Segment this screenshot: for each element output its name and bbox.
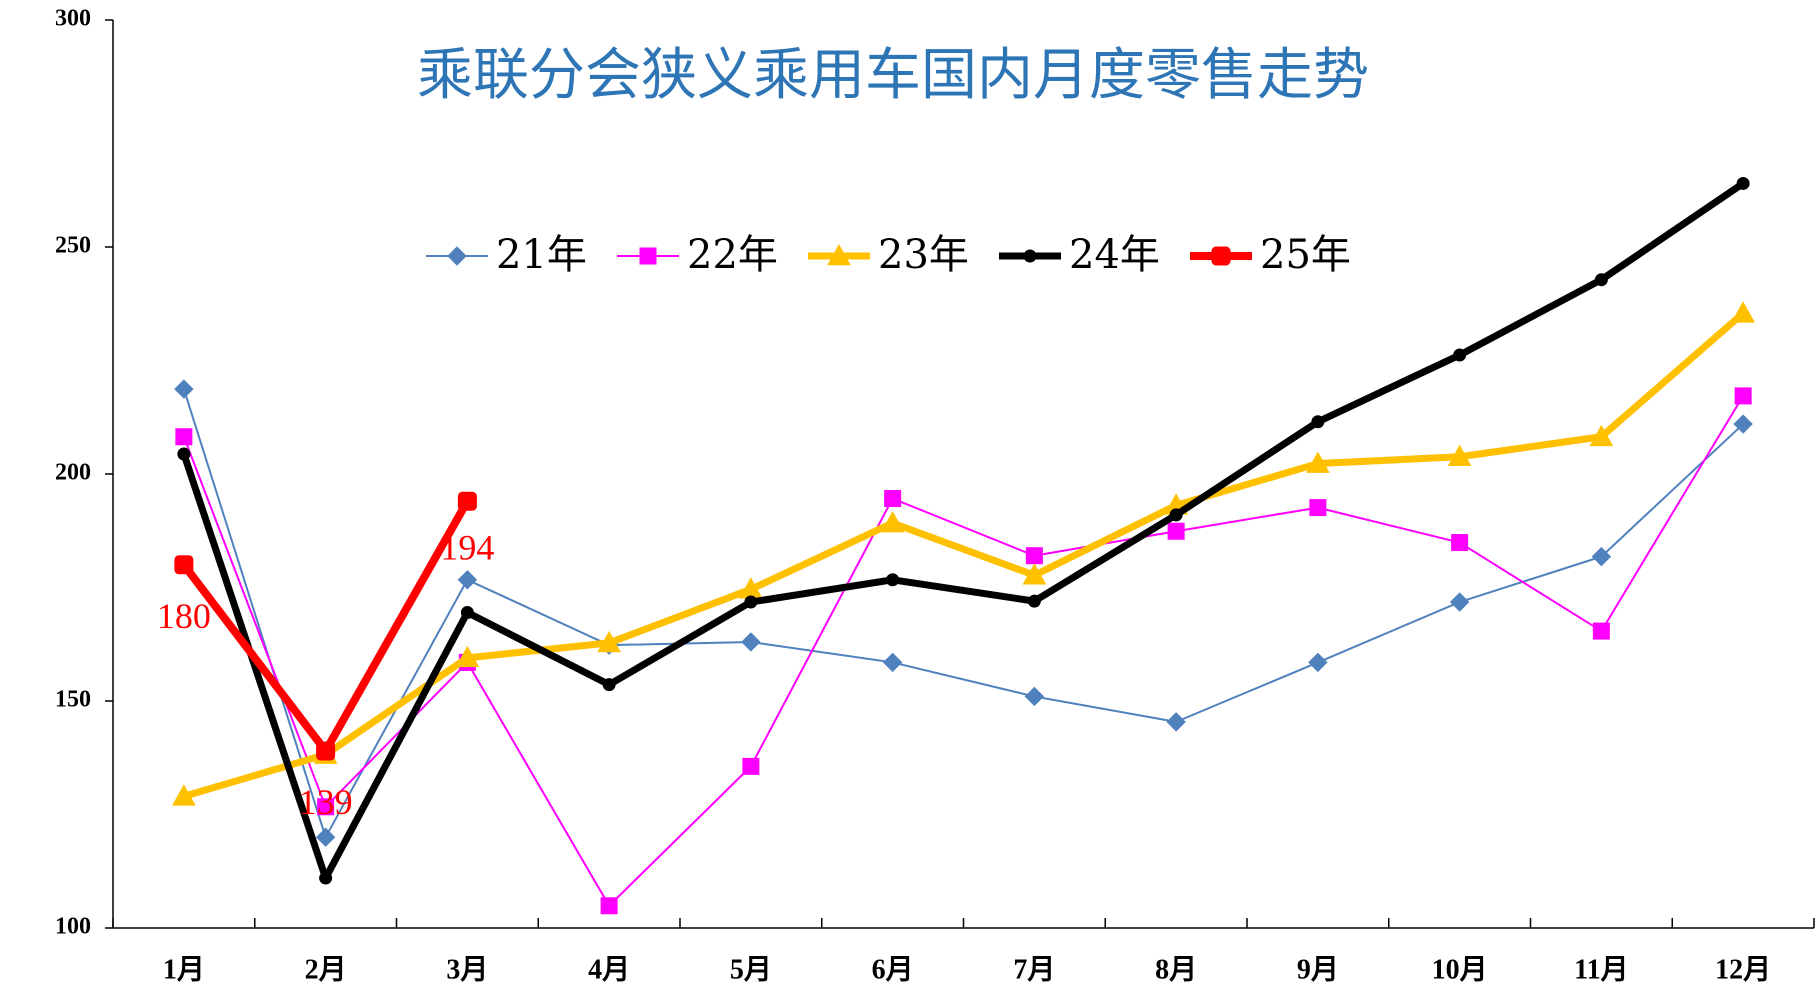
legend-label: 23年 bbox=[878, 232, 969, 278]
y-tick-label: 250 bbox=[55, 233, 91, 259]
legend-label: 25年 bbox=[1260, 232, 1351, 278]
point bbox=[744, 595, 758, 609]
point bbox=[1594, 273, 1608, 287]
point bbox=[1306, 451, 1330, 473]
point bbox=[457, 570, 478, 590]
point bbox=[1589, 424, 1614, 447]
data-label: 194 bbox=[440, 528, 494, 568]
data-label: 139 bbox=[299, 782, 353, 822]
point bbox=[602, 678, 616, 692]
series-line bbox=[180, 180, 1746, 882]
point bbox=[174, 379, 194, 399]
point bbox=[317, 798, 335, 816]
y-tick-label: 100 bbox=[55, 914, 91, 940]
point bbox=[597, 630, 621, 653]
point bbox=[457, 491, 477, 511]
x-tick-label: 2月 bbox=[305, 954, 347, 985]
point bbox=[1024, 686, 1045, 707]
legend-marker bbox=[1023, 249, 1037, 263]
legend-label: 21年 bbox=[496, 232, 587, 278]
legend-label: 24年 bbox=[1069, 232, 1160, 278]
x-tick-label: 11月 bbox=[1574, 954, 1628, 985]
point bbox=[1451, 534, 1469, 552]
point bbox=[1731, 301, 1755, 323]
point bbox=[1591, 546, 1612, 567]
y-tick-label: 200 bbox=[55, 460, 91, 486]
point bbox=[174, 555, 194, 575]
point bbox=[175, 428, 193, 446]
point bbox=[1022, 563, 1047, 585]
point bbox=[172, 784, 196, 806]
point bbox=[741, 632, 761, 652]
legend-marker bbox=[827, 243, 851, 266]
point bbox=[880, 511, 905, 533]
point bbox=[1734, 387, 1752, 405]
point bbox=[886, 573, 900, 587]
point bbox=[1447, 444, 1472, 467]
point bbox=[1308, 652, 1328, 673]
legend-marker bbox=[447, 246, 467, 266]
point bbox=[315, 827, 336, 847]
x-tick-label: 3月 bbox=[446, 954, 488, 985]
point bbox=[1027, 594, 1041, 608]
point bbox=[1453, 348, 1467, 362]
x-tick-label: 10月 bbox=[1432, 954, 1488, 985]
legend-marker bbox=[1211, 246, 1231, 266]
point bbox=[177, 447, 191, 461]
point bbox=[1592, 622, 1610, 640]
x-tick-label: 1月 bbox=[163, 954, 205, 985]
series-line bbox=[182, 310, 1746, 800]
chart-title: 乘联分会狭义乘用车国内月度零售走势 bbox=[417, 43, 1369, 108]
x-tick-label: 8月 bbox=[1155, 954, 1197, 985]
y-tick-label: 300 bbox=[55, 6, 91, 32]
point bbox=[1025, 547, 1043, 565]
point bbox=[1449, 592, 1470, 612]
point bbox=[1169, 508, 1183, 522]
series-line bbox=[182, 395, 1744, 907]
point bbox=[1311, 415, 1325, 429]
x-tick-label: 5月 bbox=[730, 954, 772, 985]
x-tick-label: 7月 bbox=[1013, 954, 1055, 985]
point bbox=[884, 490, 902, 508]
point bbox=[1736, 176, 1750, 190]
series-line bbox=[182, 388, 1744, 839]
point bbox=[742, 757, 760, 775]
legend-marker bbox=[639, 247, 657, 265]
point bbox=[460, 605, 474, 619]
legend-label: 22年 bbox=[687, 232, 778, 278]
point bbox=[882, 652, 903, 673]
data-label: 180 bbox=[157, 596, 211, 636]
point bbox=[1309, 499, 1327, 517]
x-tick-label: 9月 bbox=[1297, 954, 1339, 985]
y-tick-label: 150 bbox=[55, 687, 91, 713]
x-tick-label: 4月 bbox=[588, 954, 630, 985]
point bbox=[1166, 712, 1186, 732]
point bbox=[1167, 522, 1185, 540]
x-tick-label: 6月 bbox=[872, 954, 914, 985]
point bbox=[455, 645, 480, 668]
x-tick-label: 12月 bbox=[1715, 954, 1771, 985]
point bbox=[600, 897, 618, 915]
point bbox=[1733, 414, 1753, 434]
point bbox=[319, 871, 333, 885]
point bbox=[316, 741, 336, 761]
